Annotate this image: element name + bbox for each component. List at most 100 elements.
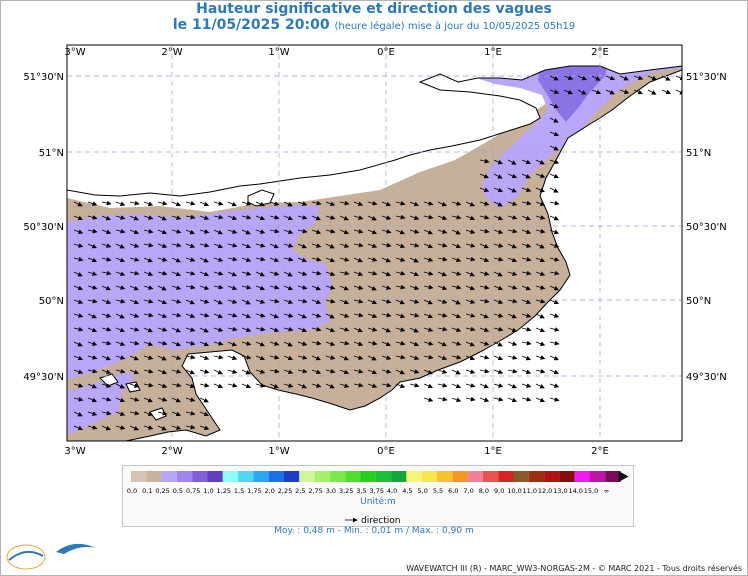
direction-arrow xyxy=(633,75,644,80)
direction-arrow xyxy=(213,201,224,206)
lat-label: 50°30'N xyxy=(686,222,727,233)
direction-arrow xyxy=(115,327,126,333)
direction-arrow xyxy=(521,256,532,262)
direction-arrow xyxy=(395,327,406,332)
direction-arrow xyxy=(521,369,532,375)
direction-arrow xyxy=(283,299,294,304)
direction-arrow xyxy=(479,158,490,164)
direction-arrow xyxy=(507,313,517,319)
direction-arrow xyxy=(521,173,531,179)
direction-arrow xyxy=(437,326,448,332)
direction-arrow xyxy=(199,215,210,220)
direction-arrow xyxy=(129,257,140,262)
land-england xyxy=(67,45,682,197)
lon-labels: 3°W 2°W 1°W 0°E 1°E 2°E 3°W 2°W 1°W 0°E … xyxy=(64,47,608,457)
direction-arrow xyxy=(535,271,546,276)
direction-arrow xyxy=(297,341,308,346)
direction-arrow xyxy=(297,201,308,206)
direction-arrow xyxy=(311,299,322,305)
lat-label: 50°N xyxy=(686,296,711,307)
direction-arrow xyxy=(129,425,139,431)
direction-arrow xyxy=(353,312,364,318)
direction-label: direction xyxy=(361,516,400,526)
direction-arrow xyxy=(423,229,433,235)
direction-arrow xyxy=(143,368,154,374)
direction-arrow xyxy=(185,243,196,249)
colorbar-swatch xyxy=(360,471,376,482)
direction-arrow xyxy=(647,89,657,95)
direction-arrow xyxy=(647,75,657,81)
direction-arrow xyxy=(171,215,182,220)
direction-arrow xyxy=(115,368,126,374)
direction-arrow xyxy=(199,229,210,234)
direction-arrow xyxy=(269,201,280,206)
direction-arrow xyxy=(535,173,546,178)
direction-arrow xyxy=(465,396,476,402)
direction-arrow xyxy=(227,369,238,374)
direction-arrow xyxy=(143,327,153,333)
direction-arrow xyxy=(521,229,532,235)
colorbar-tick-label: 3,75 xyxy=(370,487,384,495)
colorbar-tick-label: 2,5 xyxy=(295,487,305,495)
direction-arrow xyxy=(311,256,322,262)
direction-arrow xyxy=(297,355,308,360)
direction-arrow xyxy=(171,201,182,207)
direction-arrow xyxy=(521,270,532,276)
direction-arrow xyxy=(87,411,98,416)
direction-arrow xyxy=(199,271,210,277)
direction-arrow xyxy=(507,159,517,165)
direction-arrow xyxy=(171,257,181,263)
direction-arrow xyxy=(465,243,476,248)
colorbar-swatch xyxy=(222,471,239,482)
colorbar-swatch xyxy=(207,471,223,482)
colorbar-tick-label: 4,0 xyxy=(387,487,397,495)
direction-arrow xyxy=(493,229,504,234)
figure-date-line: le 11/05/2025 20:00 (heure légale) mise … xyxy=(0,17,748,33)
direction-arrow xyxy=(437,396,448,402)
direction-arrow xyxy=(73,285,84,291)
direction-arrow xyxy=(227,242,238,248)
direction-arrow xyxy=(87,215,98,220)
direction-arrow xyxy=(101,299,112,305)
direction-arrow xyxy=(423,354,434,360)
direction-arrow xyxy=(521,326,532,332)
direction-arrow xyxy=(283,271,293,277)
direction-arrow xyxy=(185,299,195,305)
direction-arrow xyxy=(255,243,266,248)
direction-arrow xyxy=(535,368,546,374)
direction-arrow xyxy=(143,257,153,263)
direction-arrow xyxy=(143,215,154,220)
direction-arrow xyxy=(171,242,182,248)
direction-arrow xyxy=(87,285,98,290)
colorbar-swatch xyxy=(528,471,545,482)
direction-arrow xyxy=(241,284,252,290)
colorbar-swatch xyxy=(161,471,177,482)
direction-arrow xyxy=(185,424,196,430)
direction-arrow xyxy=(661,75,671,81)
direction-arrow xyxy=(185,284,196,290)
colorbar-tick-label: 0,25 xyxy=(155,487,169,495)
direction-arrow xyxy=(213,229,223,235)
direction-arrow xyxy=(101,313,112,318)
direction-arrow xyxy=(255,313,266,318)
direction-arrow xyxy=(115,215,126,220)
direction-arrow xyxy=(213,257,224,262)
direction-arrow xyxy=(241,201,252,206)
direction-arrow xyxy=(269,257,280,263)
direction-arrow xyxy=(101,243,112,248)
direction-arrow xyxy=(297,327,308,333)
direction-arrow xyxy=(115,383,125,389)
direction-arrow xyxy=(311,229,322,235)
direction-arrow xyxy=(185,229,195,235)
direction-arrow xyxy=(241,369,251,375)
direction-arrow xyxy=(465,369,476,374)
direction-arrow xyxy=(185,410,196,416)
direction-arrow xyxy=(339,369,350,375)
direction-arrow xyxy=(423,383,434,389)
lat-labels: 51°30'N 51°N 50°30'N 50°N 49°30'N 51°30'… xyxy=(23,72,726,383)
direction-arrow xyxy=(227,326,238,332)
direction-arrow xyxy=(157,397,168,402)
direction-arrow xyxy=(297,298,308,304)
direction-arrow xyxy=(241,383,252,389)
direction-arrow xyxy=(339,229,350,235)
